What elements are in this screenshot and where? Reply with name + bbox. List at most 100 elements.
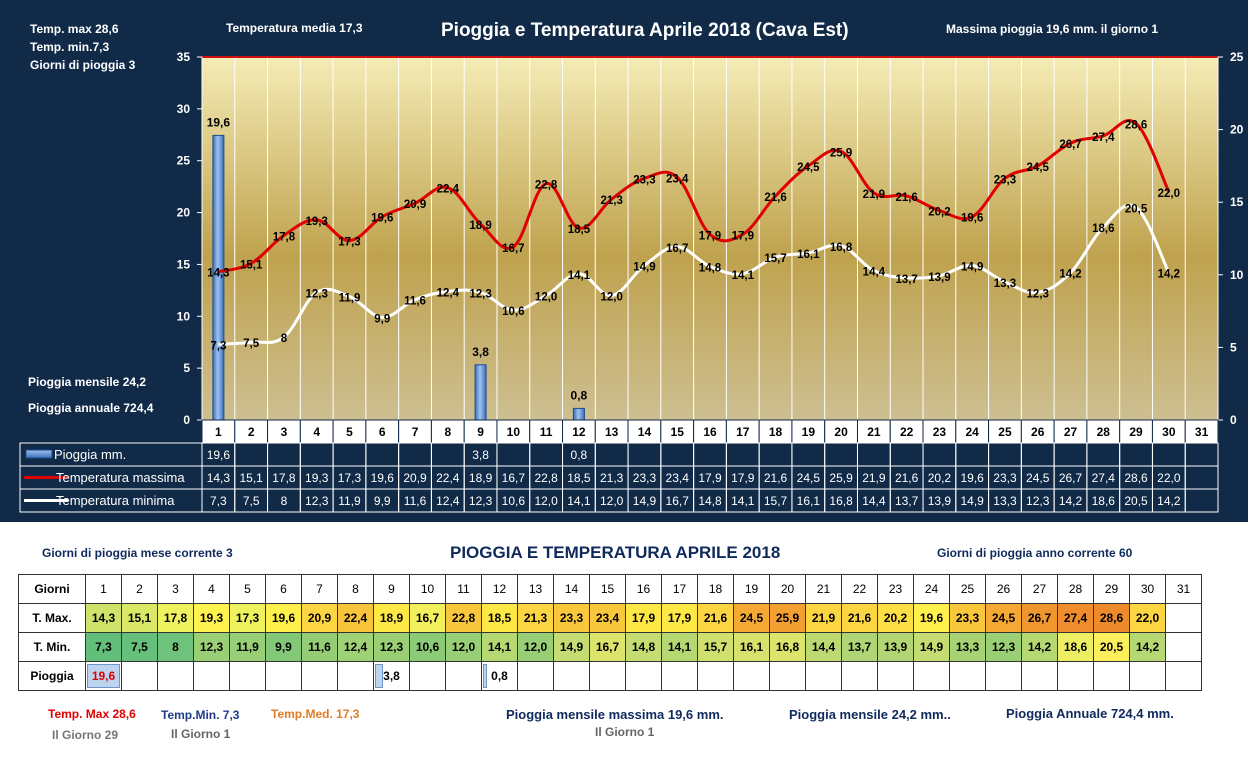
day-number-cell: 20 (769, 574, 806, 604)
dtable-value: 17,9 (698, 471, 722, 485)
tmin-cell: 16,8 (769, 632, 806, 662)
tmin-cell: 14,8 (625, 632, 662, 662)
tmax-cell: 23,3 (949, 603, 986, 633)
tmin-cell: 9,9 (265, 632, 302, 662)
tmax-row: T. Max. 14,3 15,1 17,8 19,3 17,3 19,6 20,9 22,4 1… (18, 603, 1202, 633)
dtable-value: 14,8 (698, 494, 722, 508)
dtable-value: 11,9 (338, 494, 361, 508)
rain-cell (661, 661, 698, 691)
data-labels: 19,6 3,8 0,8 14,3 15,1 17,8 19,3 17,3 19,6 20,9 22… (207, 115, 1180, 402)
dtable-cell (1184, 465, 1219, 490)
rain-cell (265, 661, 302, 691)
dtable-value: 14,9 (961, 494, 985, 508)
dtable-value: 22,8 (534, 471, 558, 485)
tmax-point-label: 19,6 (371, 213, 393, 225)
dtable-value: 17,3 (338, 471, 362, 485)
dtable-value: 12,3 (469, 494, 493, 508)
rain-value: 3,8 (383, 669, 400, 683)
tmin-row: T. Min. 7,3 7,5 8 12,3 11,9 9,9 11,6 12,4 12,3 10,… (18, 632, 1202, 662)
tmin-cell: 7,3 (85, 632, 122, 662)
dtable-value: 12,0 (600, 494, 624, 508)
tmin-point-label: 14,9 (633, 261, 655, 273)
tmin-point-label: 15,7 (764, 253, 786, 265)
dtable-cell (1184, 442, 1219, 467)
day-number-cell: 11 (445, 574, 482, 604)
dtable-value: 9,9 (374, 494, 391, 508)
tmax-cell: 17,3 (229, 603, 266, 633)
tmax-point-label: 24,5 (797, 162, 820, 174)
tmin-point-label: 14,1 (732, 270, 755, 282)
rain-cell (301, 661, 338, 691)
day-number-cell: 8 (337, 574, 374, 604)
day-number-cell: 13 (517, 574, 554, 604)
tmin-point-label: 14,2 (1158, 269, 1180, 281)
day-number-cell: 12 (481, 574, 518, 604)
tmax-cell: 25,9 (769, 603, 806, 633)
rain-value: 19,6 (91, 669, 116, 683)
dtable-cell (693, 442, 727, 467)
dtable-value: 16,7 (666, 494, 690, 508)
dtable-value: 12,3 (305, 494, 329, 508)
dtable-value: 22,0 (1157, 471, 1181, 485)
dtable-day-label: 26 (1031, 425, 1045, 439)
dtable-day-label: 14 (638, 425, 652, 439)
footer-tmax-day: Il Giorno 29 (52, 728, 119, 742)
rain-cell (985, 661, 1022, 691)
y-left-tick-label: 35 (177, 50, 191, 64)
tmax-cell: 18,5 (481, 603, 518, 633)
dtable-cell (1119, 442, 1153, 467)
tmax-cell: 21,3 (517, 603, 554, 633)
dtable-cell (889, 442, 924, 467)
tmin-cell: 13,3 (949, 632, 986, 662)
dtable-value: 20,5 (1124, 494, 1148, 508)
header-temp-max: Temp. max 28,6 (30, 22, 119, 36)
dtable-value: 14,4 (862, 494, 886, 508)
dtable-day-label: 8 (444, 425, 451, 439)
y-right-tick-label: 10 (1230, 268, 1244, 282)
summary-title: PIOGGIA E TEMPERATURA APRILE 2018 (450, 543, 781, 562)
day-number-cell: 16 (625, 574, 662, 604)
rain-cell (949, 661, 986, 691)
rain-cell (409, 661, 446, 691)
y-right-tick-label: 5 (1230, 340, 1237, 354)
dtable-value: 12,0 (534, 494, 558, 508)
day-number-cell: 17 (661, 574, 698, 604)
tmax-point-label: 16,7 (502, 243, 524, 255)
tmax-point-label: 17,9 (732, 230, 754, 242)
tmin-cell: 18,6 (1057, 632, 1094, 662)
tmax-point-label: 14,3 (207, 268, 229, 280)
footer-tmed: Temp.Med. 17,3 (271, 707, 360, 721)
dtable-value: 25,9 (829, 471, 853, 485)
rain-cell (625, 661, 662, 691)
dtable-cell (1151, 442, 1186, 467)
dtable-cell (398, 442, 432, 467)
rain-cell (157, 661, 194, 691)
tmax-cell: 19,6 (913, 603, 950, 633)
dtable-day-label: 7 (412, 425, 419, 439)
dtable-value: 19,6 (371, 471, 395, 485)
tmin-cell: 11,9 (229, 632, 266, 662)
row-header-tmin: T. Min. (18, 632, 86, 662)
y-left-tick-label: 5 (183, 361, 190, 375)
tmax-cell: 17,9 (661, 603, 698, 633)
dtable-cell (496, 442, 531, 467)
dtable-cell (430, 442, 465, 467)
dtable-value: 15,7 (764, 494, 788, 508)
dtable-cell (267, 442, 301, 467)
tmin-point-label: 13,3 (994, 278, 1016, 290)
dtable-day-label: 11 (540, 425, 553, 439)
dtable-cell (627, 442, 662, 467)
tmax-point-label: 21,6 (895, 192, 917, 204)
rain-cell (1021, 661, 1058, 691)
tmax-cell: 24,5 (733, 603, 770, 633)
tmin-cell: 12,0 (445, 632, 482, 662)
footer-tmax: Temp. Max 28,6 (48, 707, 136, 721)
tmax-point-label: 26,7 (1059, 139, 1081, 151)
rain-cell (229, 661, 266, 691)
tmax-cell: 21,6 (841, 603, 878, 633)
plot-area (202, 57, 1218, 420)
tmax-cell: 20,2 (877, 603, 914, 633)
dtable-day-label: 25 (998, 425, 1012, 439)
rain-cell (697, 661, 734, 691)
chart-title: Pioggia e Temperatura Aprile 2018 (Cava … (441, 20, 849, 41)
